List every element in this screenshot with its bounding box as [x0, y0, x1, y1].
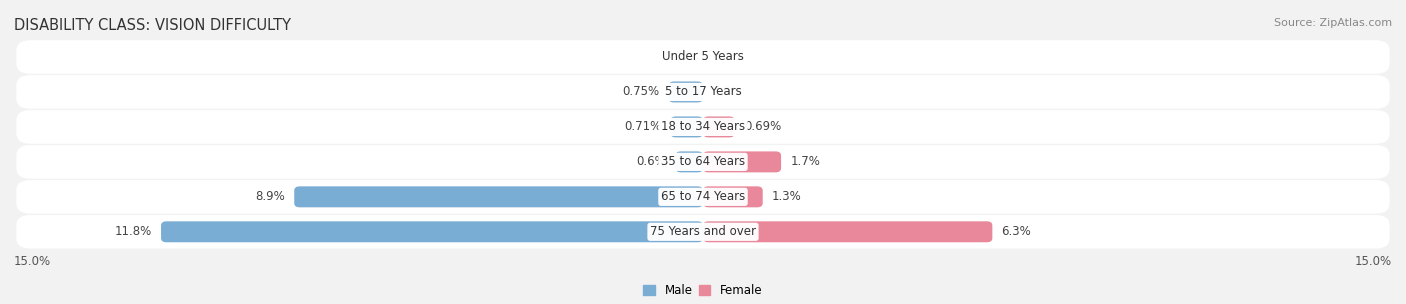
FancyBboxPatch shape [162, 221, 703, 242]
FancyBboxPatch shape [17, 215, 1389, 249]
Text: 0.0%: 0.0% [713, 85, 742, 98]
FancyBboxPatch shape [17, 180, 1389, 214]
Text: 75 Years and over: 75 Years and over [650, 225, 756, 238]
Legend: Male, Female: Male, Female [638, 280, 768, 302]
Text: 0.69%: 0.69% [744, 120, 782, 133]
Text: 0.6%: 0.6% [637, 155, 666, 168]
Text: 6.3%: 6.3% [1001, 225, 1031, 238]
Text: 5 to 17 Years: 5 to 17 Years [665, 85, 741, 98]
Text: 11.8%: 11.8% [115, 225, 152, 238]
FancyBboxPatch shape [17, 145, 1389, 179]
FancyBboxPatch shape [675, 151, 703, 172]
FancyBboxPatch shape [703, 186, 762, 207]
FancyBboxPatch shape [17, 40, 1389, 74]
Text: 15.0%: 15.0% [14, 254, 51, 268]
FancyBboxPatch shape [671, 116, 703, 137]
Text: DISABILITY CLASS: VISION DIFFICULTY: DISABILITY CLASS: VISION DIFFICULTY [14, 18, 291, 33]
FancyBboxPatch shape [17, 75, 1389, 109]
Text: 35 to 64 Years: 35 to 64 Years [661, 155, 745, 168]
Text: Under 5 Years: Under 5 Years [662, 50, 744, 64]
Text: Source: ZipAtlas.com: Source: ZipAtlas.com [1274, 18, 1392, 28]
Text: 18 to 34 Years: 18 to 34 Years [661, 120, 745, 133]
Text: 0.71%: 0.71% [624, 120, 661, 133]
Text: 0.75%: 0.75% [623, 85, 659, 98]
Text: 65 to 74 Years: 65 to 74 Years [661, 190, 745, 203]
Text: 15.0%: 15.0% [1355, 254, 1392, 268]
FancyBboxPatch shape [703, 116, 735, 137]
Text: 8.9%: 8.9% [256, 190, 285, 203]
Text: 1.3%: 1.3% [772, 190, 801, 203]
Text: 0.0%: 0.0% [713, 50, 742, 64]
FancyBboxPatch shape [294, 186, 703, 207]
FancyBboxPatch shape [703, 221, 993, 242]
FancyBboxPatch shape [703, 151, 782, 172]
FancyBboxPatch shape [17, 110, 1389, 144]
FancyBboxPatch shape [669, 81, 703, 102]
Text: 0.0%: 0.0% [664, 50, 693, 64]
Text: 1.7%: 1.7% [790, 155, 820, 168]
